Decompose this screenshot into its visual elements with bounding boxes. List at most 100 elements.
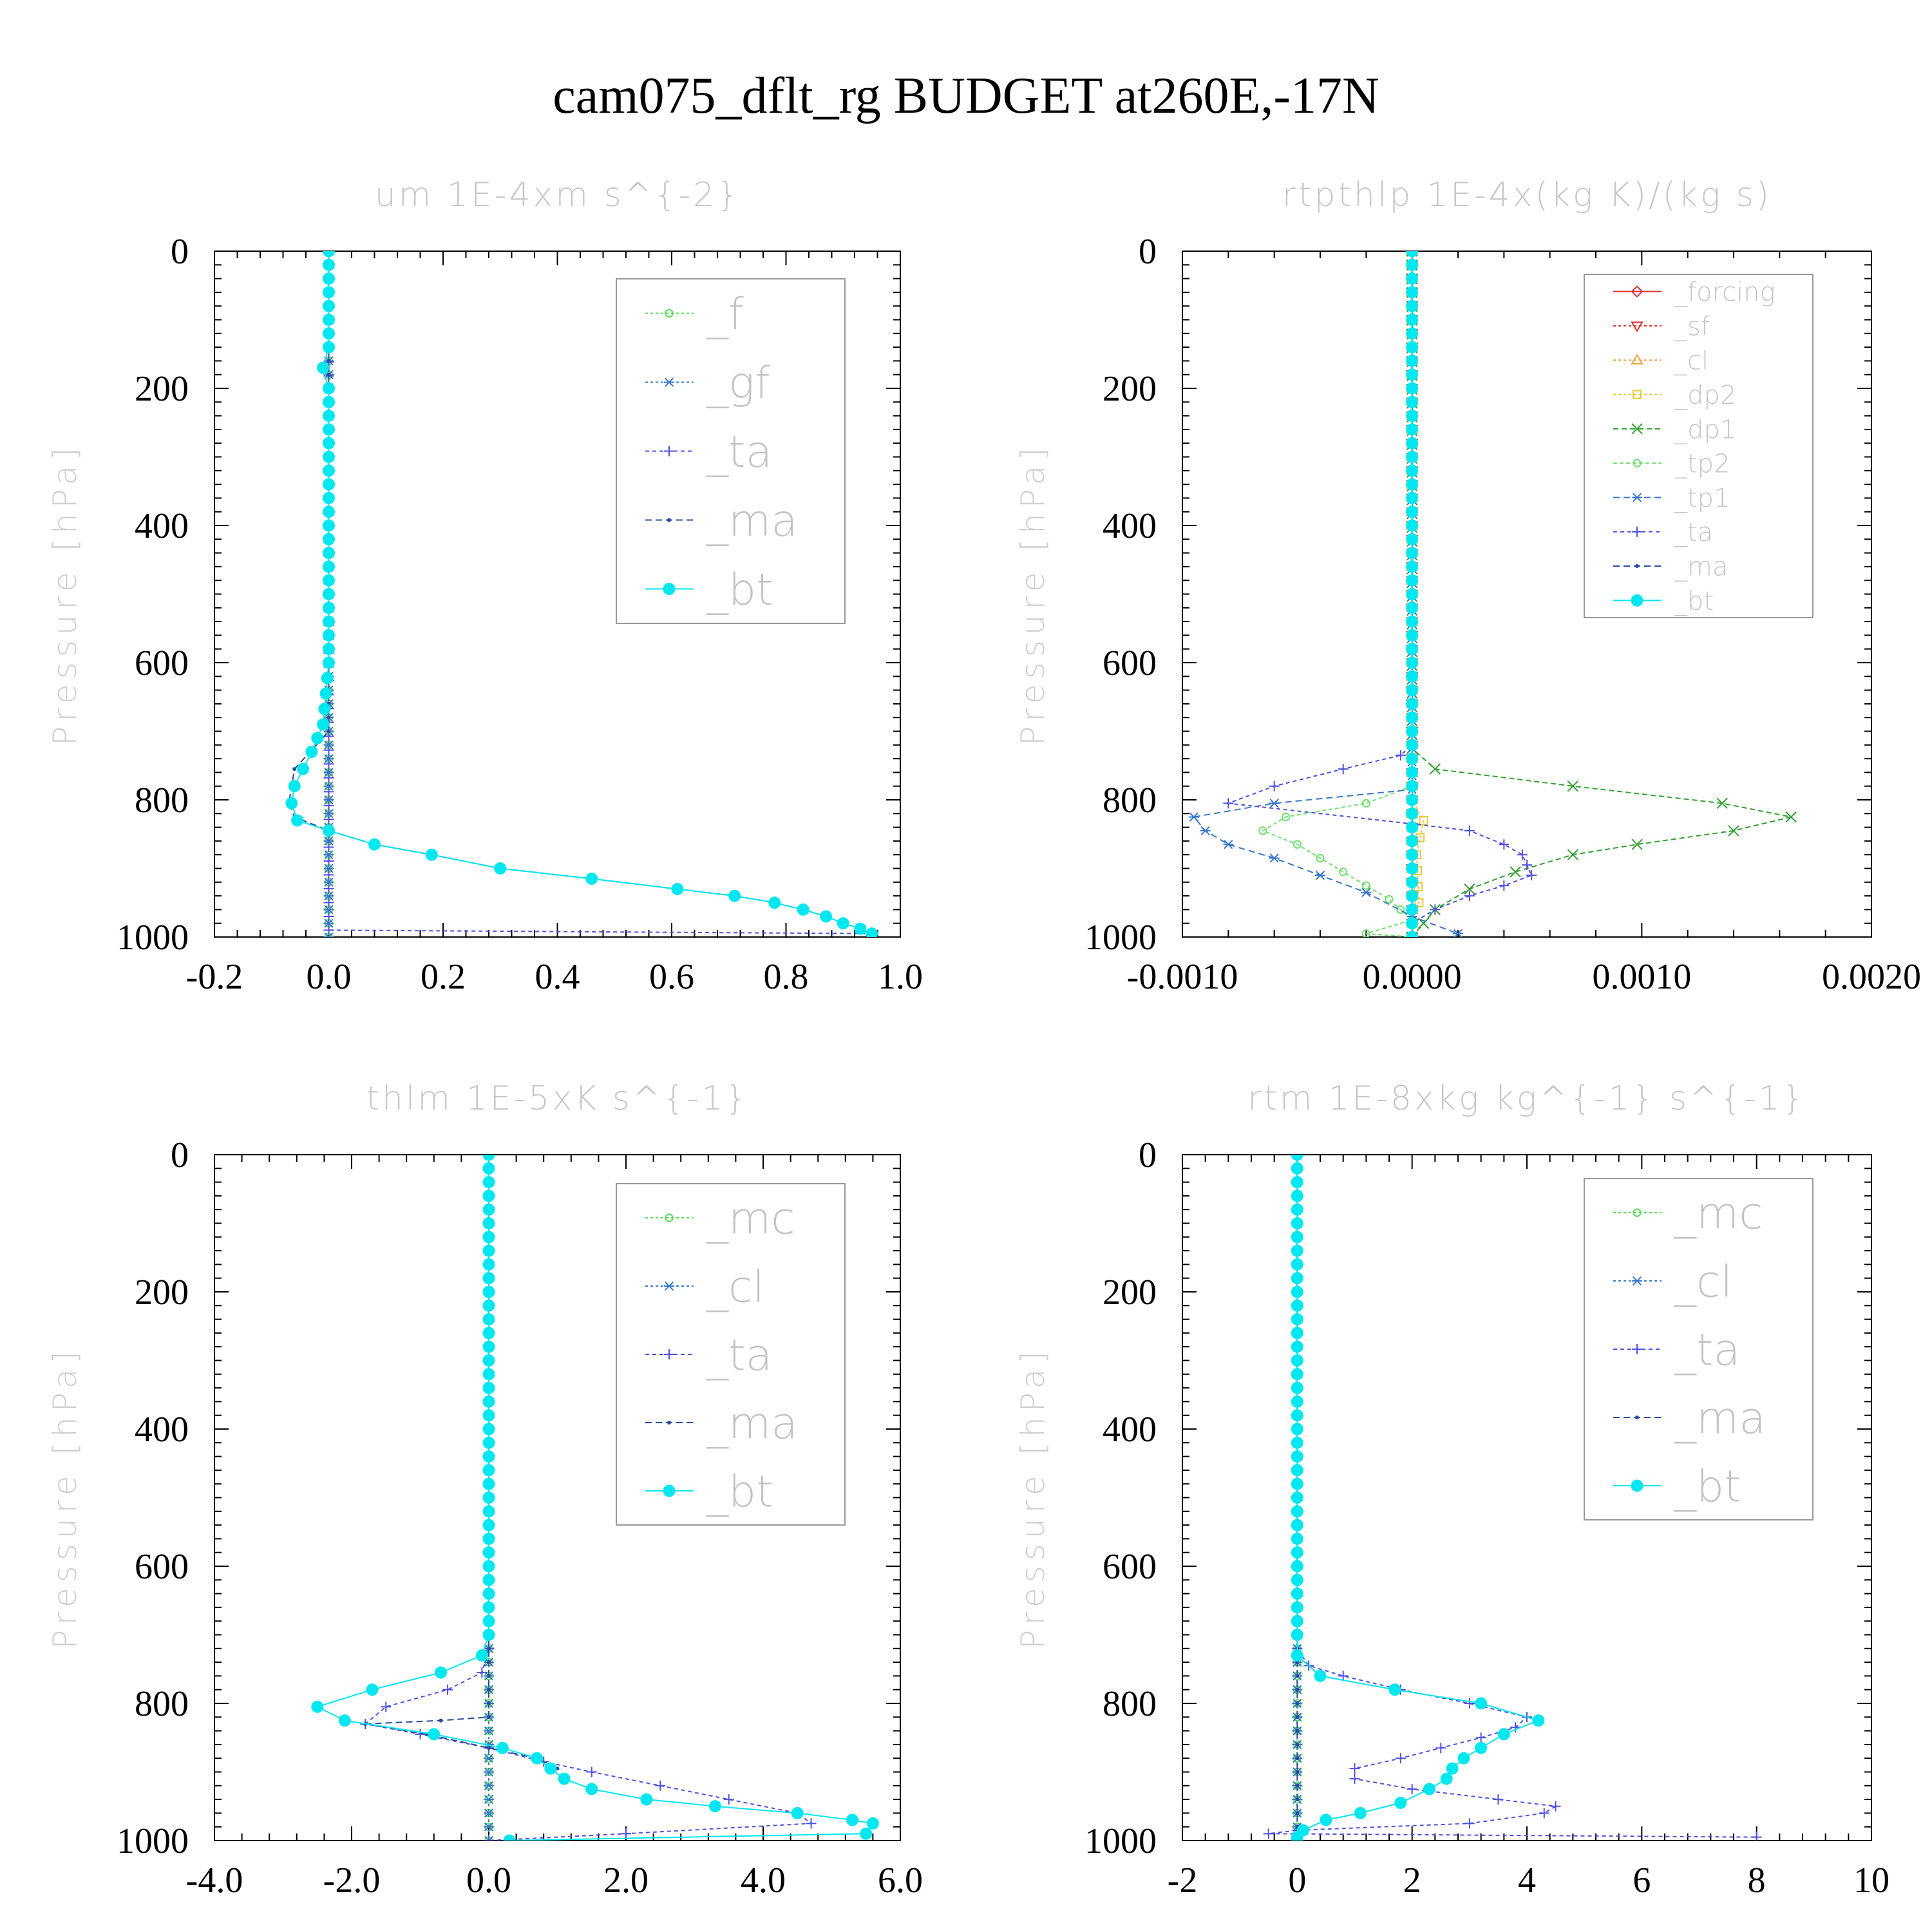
legend: _mc _cl _ta _ma _bt	[616, 1183, 846, 1526]
data-point	[1295, 1674, 1300, 1678]
series-line	[365, 1155, 558, 1770]
data-point	[1291, 1477, 1303, 1490]
data-point	[338, 1714, 351, 1727]
data-point	[285, 797, 298, 810]
data-point	[640, 1793, 653, 1806]
series-bt	[311, 1155, 879, 1841]
data-point	[319, 687, 332, 700]
data-point	[482, 1272, 495, 1285]
data-point	[484, 1781, 494, 1790]
data-point	[482, 1162, 495, 1175]
plot-area	[1188, 251, 1797, 937]
data-point	[1406, 533, 1419, 545]
x-tick-label: 8	[1748, 1861, 1766, 1900]
y-tick-label: 600	[135, 643, 189, 683]
data-point	[482, 1189, 495, 1202]
data-point	[482, 1601, 495, 1614]
legend-item: _sf	[1613, 312, 1710, 341]
data-point	[1291, 1176, 1303, 1189]
data-point	[323, 588, 335, 600]
data-point	[1510, 866, 1521, 878]
data-point	[1291, 1299, 1303, 1312]
data-point	[1269, 781, 1280, 791]
data-point	[323, 601, 335, 614]
y-tick-label: 400	[135, 506, 189, 546]
data-point	[482, 1231, 495, 1244]
data-point	[477, 1667, 488, 1678]
data-point	[323, 560, 335, 573]
legend-marker	[663, 583, 676, 595]
data-point	[1406, 519, 1419, 532]
legend-item: _cl	[1613, 346, 1709, 376]
legend-label: _f	[706, 289, 744, 340]
y-tick-label: 0	[1139, 1135, 1157, 1175]
legend-label: _forcing	[1674, 278, 1776, 307]
legend-label: _tp1	[1674, 484, 1730, 513]
data-point	[1406, 506, 1419, 518]
data-point	[806, 1818, 817, 1829]
y-tick-label: 400	[1103, 1410, 1157, 1450]
data-point	[1291, 1327, 1303, 1340]
legend-marker	[664, 446, 674, 457]
data-point	[482, 1436, 495, 1449]
data-point	[791, 1806, 804, 1819]
data-point	[305, 745, 318, 758]
legend-marker	[1633, 1208, 1642, 1217]
x-tick-label: -2.0	[323, 1861, 381, 1900]
data-point	[544, 1762, 557, 1775]
data-point	[1406, 684, 1419, 697]
legend: _forcing _sf _cl _dp2 _dp1 _tp2 _tp1 _ta _ma _bt	[1584, 274, 1814, 618]
legend-marker	[665, 1213, 674, 1222]
x-tick-label: 0.0000	[1363, 957, 1462, 997]
data-point	[1493, 1794, 1504, 1805]
data-point	[323, 519, 335, 532]
data-point	[1567, 849, 1579, 860]
data-point	[1406, 835, 1419, 848]
data-point	[1475, 1741, 1488, 1754]
data-point	[323, 768, 334, 777]
data-point	[797, 903, 810, 916]
x-tick-label: 6.0	[878, 1861, 923, 1900]
data-point	[484, 1794, 494, 1804]
plot-frame	[214, 1154, 901, 1841]
data-point	[323, 759, 334, 770]
data-point	[1291, 1573, 1303, 1586]
data-point	[317, 361, 330, 374]
data-point	[1440, 1772, 1453, 1785]
series-tp2	[1258, 251, 1417, 937]
legend-item: _ta	[645, 427, 772, 478]
legend-marker	[1631, 423, 1643, 435]
x-tick-label: 2	[1403, 1861, 1421, 1900]
data-point	[1291, 1285, 1303, 1298]
data-point	[482, 1629, 495, 1641]
data-point	[1295, 1701, 1300, 1705]
data-point	[323, 464, 335, 477]
legend-item: _gf	[645, 358, 770, 409]
legend-item: _dp2	[1613, 381, 1736, 410]
data-point	[484, 1726, 494, 1736]
data-point	[558, 1772, 571, 1785]
data-point	[323, 327, 335, 340]
y-tick-label: 0	[171, 1135, 189, 1175]
y-tick-label: 200	[1103, 369, 1157, 409]
data-point	[768, 896, 781, 909]
legend-marker	[1632, 493, 1642, 502]
data-point	[1539, 1808, 1549, 1819]
data-point	[585, 872, 598, 885]
legend-item: _mc	[645, 1193, 795, 1244]
y-axis-label: Pressure [hPa]	[1014, 442, 1052, 746]
y-tick-label: 200	[135, 369, 189, 409]
data-point	[1385, 895, 1394, 904]
data-point	[860, 1827, 873, 1840]
legend-label: _bt	[706, 565, 773, 616]
legend-marker	[1635, 564, 1639, 569]
data-point	[1522, 860, 1532, 871]
legend-label: _ta	[706, 427, 772, 478]
data-point	[1291, 1381, 1303, 1394]
data-point	[1631, 838, 1643, 850]
data-point	[1406, 382, 1419, 395]
legend-label: _ta	[1674, 1325, 1740, 1376]
data-point	[323, 410, 335, 422]
legend-item: _ma	[645, 1398, 798, 1449]
data-point	[1550, 1801, 1561, 1812]
